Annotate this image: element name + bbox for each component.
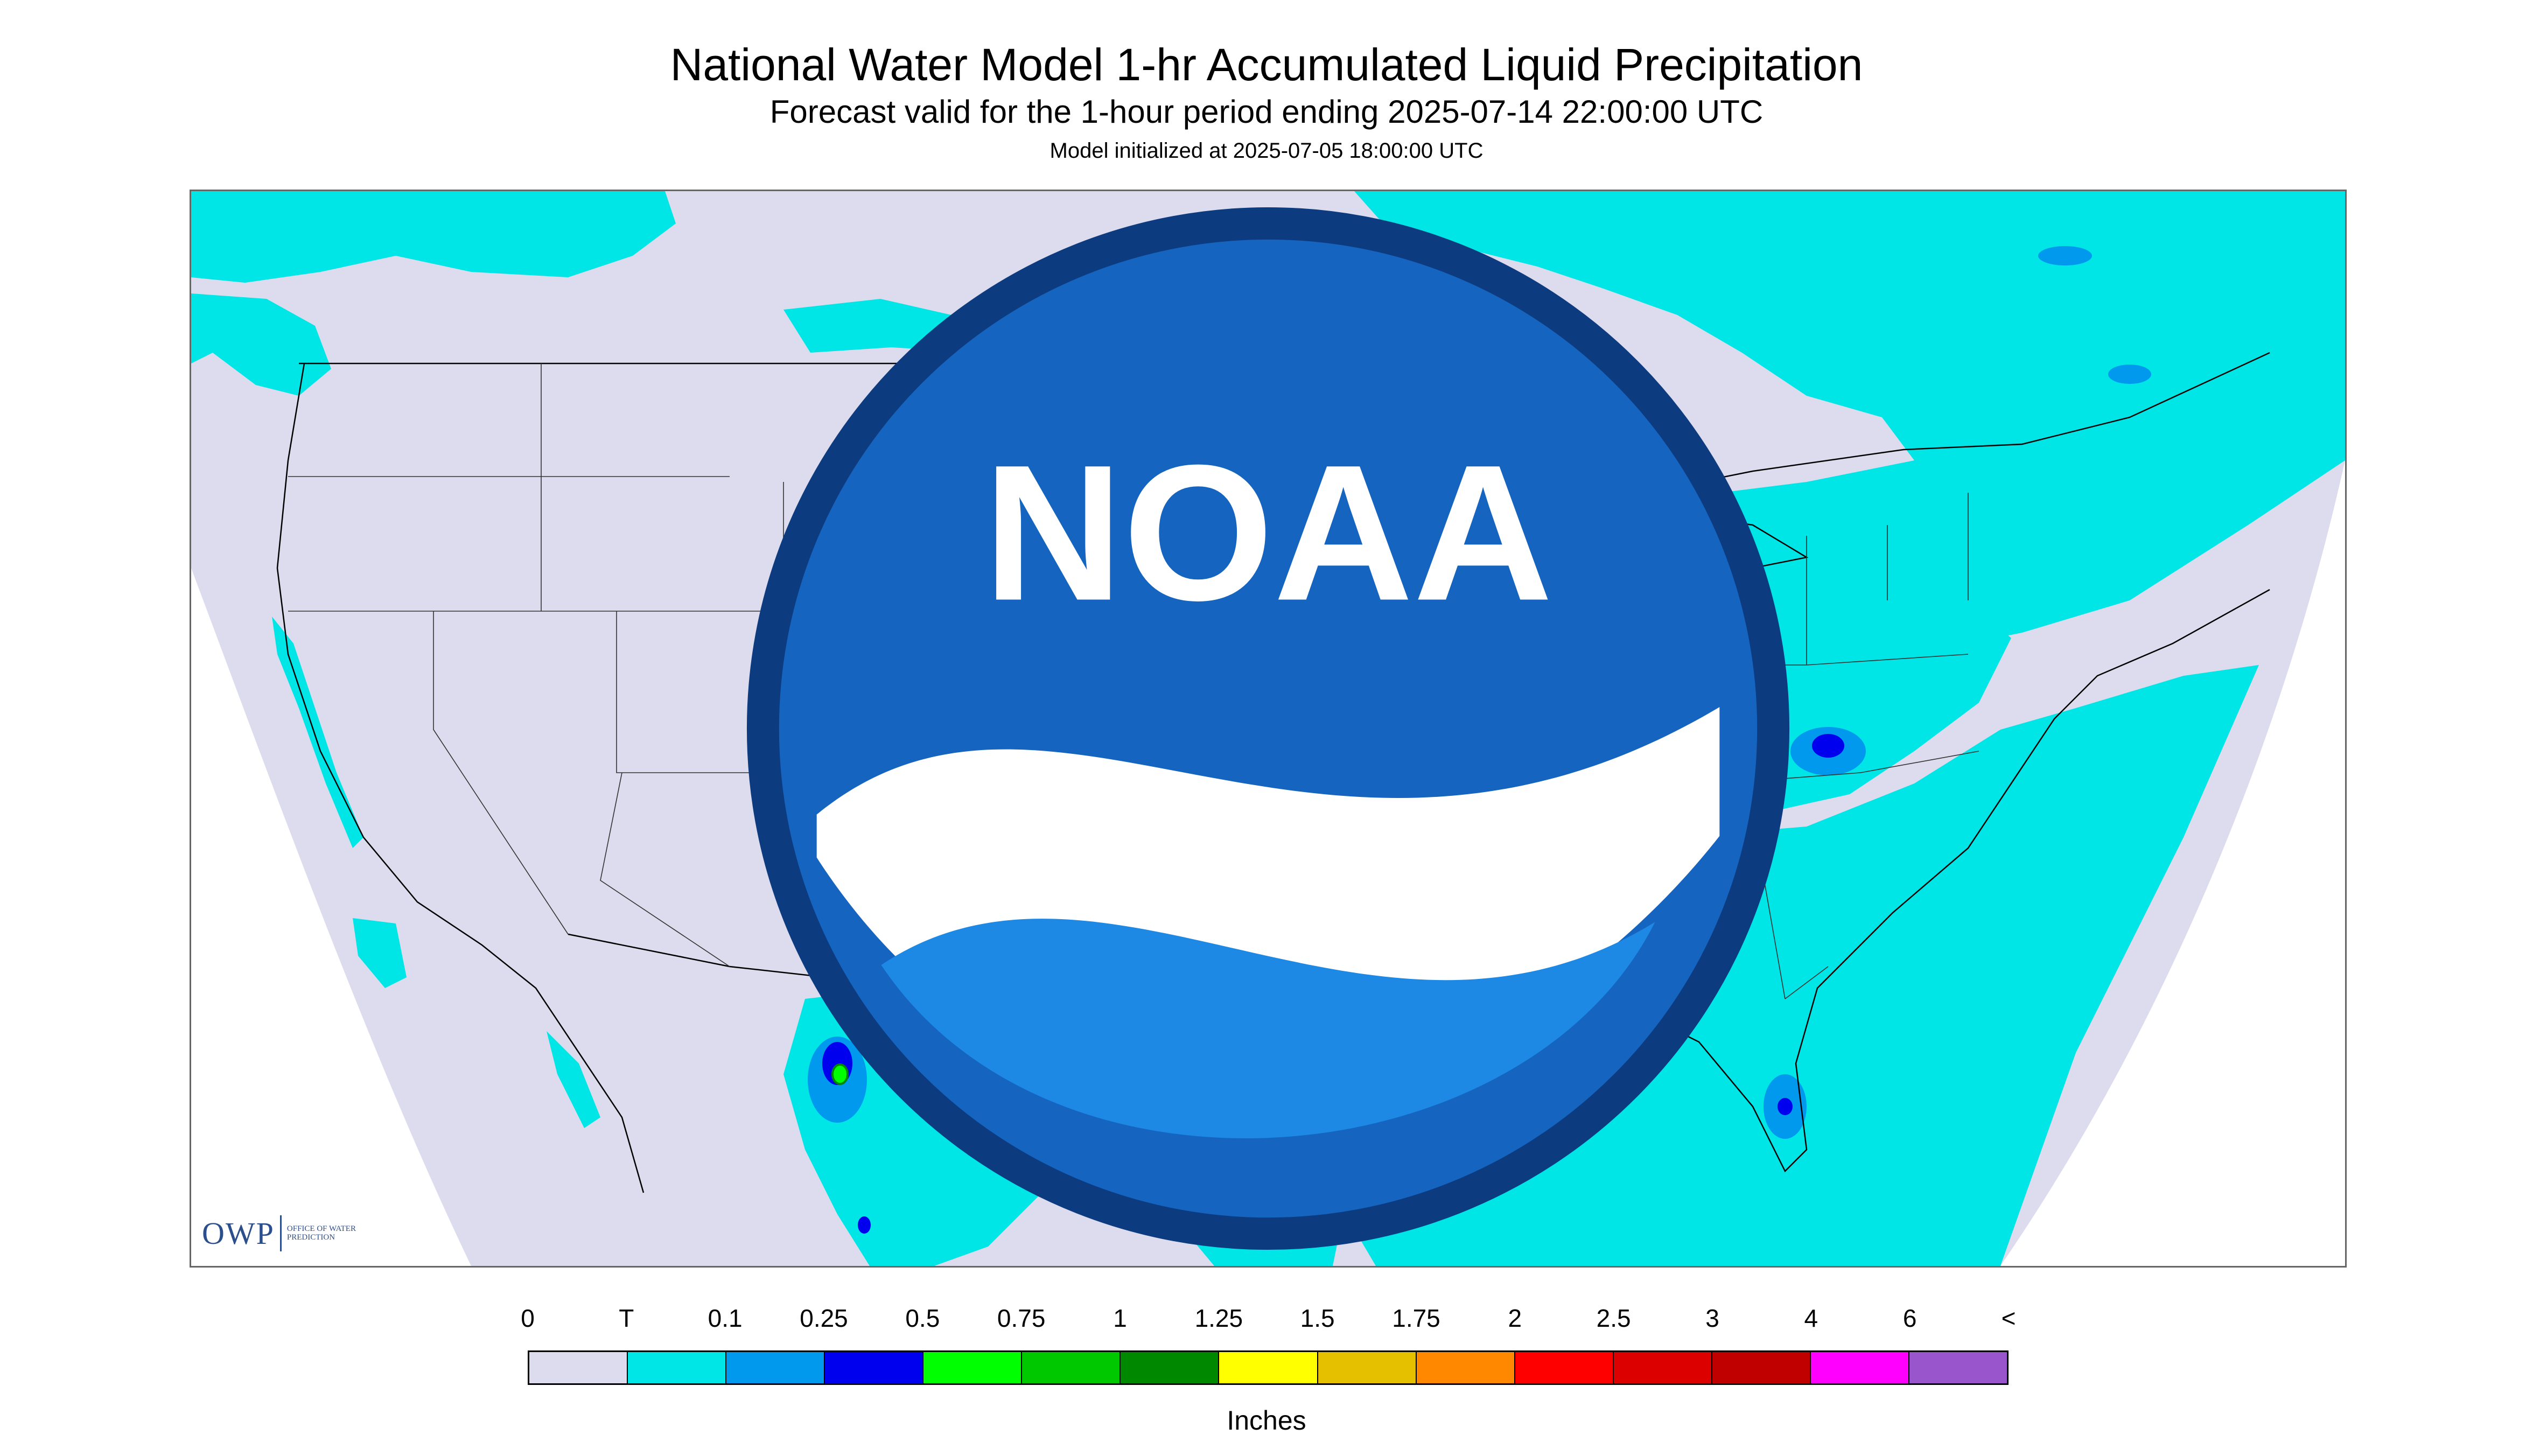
quebec-light-rain <box>2108 365 2151 384</box>
baja-rain <box>547 1031 600 1128</box>
legend-tick-label: 2 <box>1508 1304 1522 1332</box>
legend-units: Inches <box>1227 1405 1306 1436</box>
map-title: National Water Model 1-hr Accumulated Li… <box>670 39 1863 90</box>
legend-swatch <box>1219 1352 1318 1383</box>
legend-swatch <box>923 1352 1023 1383</box>
pacific-coastline <box>276 363 645 1193</box>
legend-tick-label: T <box>619 1304 634 1332</box>
forecast-valid-subtitle: Forecast valid for the 1-hour period end… <box>769 94 1764 130</box>
legend-tick-label: 0.1 <box>708 1304 743 1332</box>
noaa-logo-text: NOAA <box>983 425 1553 641</box>
legend-labels: 0 T 0.1 0.25 0.5 0.75 1 1.25 1.5 1.75 2 2.5 3 4 6 < <box>0 1303 2533 1335</box>
owp-logo-text: Office of Water Prediction <box>286 1224 356 1242</box>
owp-logo: OWP Office of Water Prediction <box>202 1214 362 1252</box>
legend-swatch <box>726 1352 825 1383</box>
legend-tick-label: 4 <box>1804 1304 1818 1332</box>
legend-swatch <box>1121 1352 1220 1383</box>
noaa-logo: NOAA <box>746 207 1790 1250</box>
model-init-line: Model initialized at 2025-07-05 18:00:00… <box>1049 139 1484 163</box>
maine-light-rain <box>2038 246 2092 265</box>
legend-tick-label: 6 <box>1902 1304 1917 1332</box>
legend-tick-label: < <box>2001 1304 2016 1332</box>
canada-bc-rain <box>191 293 331 396</box>
sonora-moderate-rain <box>858 1216 871 1234</box>
pacific-offshore-rain <box>353 918 407 988</box>
legend-swatch <box>1318 1352 1417 1383</box>
virginia-moderate-rain <box>1812 734 1844 758</box>
quebec-rain <box>1354 191 2345 676</box>
legend-tick-label: 0.5 <box>905 1304 940 1332</box>
legend-tick-label: 1.25 <box>1194 1304 1243 1332</box>
owp-logo-mark: OWP <box>202 1215 282 1251</box>
legend-tick-label: 1.5 <box>1300 1304 1335 1332</box>
legend-swatch <box>1810 1352 1909 1383</box>
legend-tick-label: 2.5 <box>1596 1304 1631 1332</box>
legend-tick-label: 1.75 <box>1392 1304 1440 1332</box>
legend-tick-label: 3 <box>1705 1304 1719 1332</box>
legend-tick-label: 0.25 <box>800 1304 848 1332</box>
canada-north-rain <box>191 191 676 283</box>
legend-tick-label: 0.75 <box>997 1304 1046 1332</box>
legend-swatch <box>1613 1352 1712 1383</box>
legend-color-bar <box>528 1350 2009 1385</box>
legend-tick-label: 1 <box>1113 1304 1127 1332</box>
legend-swatch <box>1515 1352 1614 1383</box>
legend-swatch <box>628 1352 727 1383</box>
legend-swatch <box>1416 1352 1515 1383</box>
legend-tick-label: 0 <box>521 1304 535 1332</box>
legend-swatch <box>529 1352 628 1383</box>
chihuahua-heavy-rain <box>831 1063 849 1085</box>
legend-swatch <box>1909 1352 2007 1383</box>
precipitation-map: OWP Office of Water Prediction NOAA <box>190 190 2347 1268</box>
legend-swatch <box>1022 1352 1121 1383</box>
legend-swatch <box>825 1352 924 1383</box>
florida-moderate-rain <box>1778 1098 1793 1115</box>
legend-swatch <box>1712 1352 1811 1383</box>
